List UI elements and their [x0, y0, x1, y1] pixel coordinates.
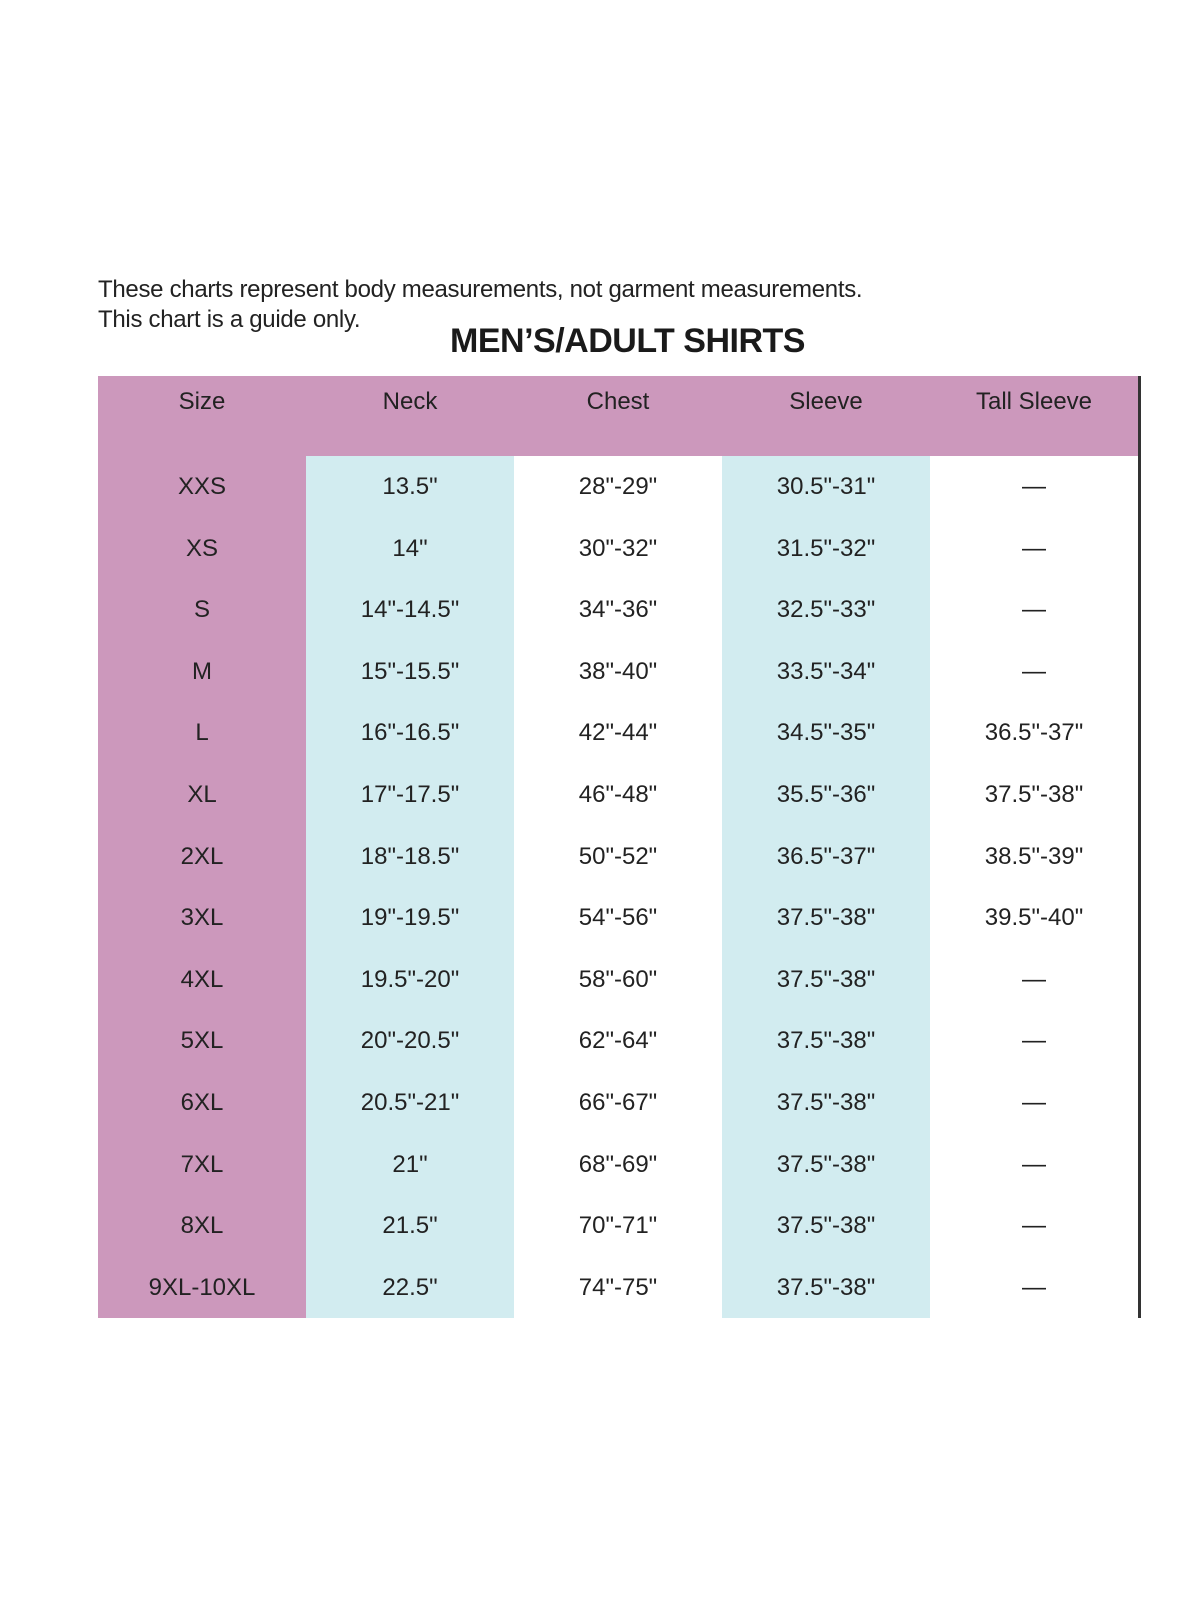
table-row: 2XL 18"-18.5" 50"-52" 36.5"-37" 38.5"-39" — [98, 825, 1138, 888]
cell-tall-sleeve: — — [930, 640, 1138, 703]
cell-neck: 17"-17.5" — [306, 763, 514, 826]
cell-neck: 19.5"-20" — [306, 948, 514, 1011]
cell-neck: 20"-20.5" — [306, 1010, 514, 1072]
cell-size: XS — [98, 517, 306, 580]
cell-tall-sleeve: — — [930, 456, 1138, 518]
cell-sleeve: 36.5"-37" — [722, 825, 930, 888]
disclaimer-line-2: This chart is a guide only. — [98, 306, 361, 333]
cell-neck: 14" — [306, 517, 514, 580]
cell-sleeve: 37.5"-38" — [722, 948, 930, 1011]
cell-size: 2XL — [98, 825, 306, 888]
table-row: 5XL 20"-20.5" 62"-64" 37.5"-38" — — [98, 1010, 1138, 1072]
cell-chest: 54"-56" — [514, 887, 722, 949]
cell-size: S — [98, 579, 306, 641]
cell-chest: 46"-48" — [514, 763, 722, 826]
chart-title: MEN’S/ADULT SHIRTS — [450, 322, 805, 360]
cell-tall-sleeve: — — [930, 1010, 1138, 1072]
cell-size: 9XL-10XL — [98, 1256, 306, 1319]
table-row: L 16"-16.5" 42"-44" 34.5"-35" 36.5"-37" — [98, 702, 1138, 764]
cell-neck: 21" — [306, 1133, 514, 1196]
cell-tall-sleeve: — — [930, 1256, 1138, 1319]
cell-chest: 70"-71" — [514, 1195, 722, 1257]
cell-tall-sleeve: — — [930, 579, 1138, 641]
disclaimer-line-1: These charts represent body measurements… — [98, 276, 863, 303]
table-row: M 15"-15.5" 38"-40" 33.5"-34" — — [98, 640, 1138, 703]
cell-sleeve: 31.5"-32" — [722, 517, 930, 580]
table-row: XS 14" 30"-32" 31.5"-32" — — [98, 517, 1138, 580]
table-row: 7XL 21" 68"-69" 37.5"-38" — — [98, 1133, 1138, 1196]
cell-sleeve: 33.5"-34" — [722, 640, 930, 703]
cell-tall-sleeve: — — [930, 1133, 1138, 1196]
cell-chest: 50"-52" — [514, 825, 722, 888]
cell-chest: 28"-29" — [514, 456, 722, 518]
cell-neck: 16"-16.5" — [306, 702, 514, 764]
cell-size: 6XL — [98, 1071, 306, 1134]
cell-neck: 22.5" — [306, 1256, 514, 1319]
cell-size: 8XL — [98, 1195, 306, 1257]
header-chest: Chest — [586, 388, 650, 415]
cell-sleeve: 37.5"-38" — [722, 1195, 930, 1257]
table-row: 4XL 19.5"-20" 58"-60" 37.5"-38" — — [98, 948, 1138, 1011]
cell-chest: 66"-67" — [514, 1071, 722, 1134]
cell-sleeve: 37.5"-38" — [722, 1010, 930, 1072]
cell-tall-sleeve: — — [930, 1195, 1138, 1257]
cell-tall-sleeve: 36.5"-37" — [930, 702, 1138, 764]
cell-neck: 14"-14.5" — [306, 579, 514, 641]
cell-size: 4XL — [98, 948, 306, 1011]
cell-sleeve: 37.5"-38" — [722, 1133, 930, 1196]
table-header: Size Neck Chest Sleeve Tall Sleeve — [98, 376, 1138, 456]
cell-chest: 62"-64" — [514, 1010, 722, 1072]
cell-neck: 13.5" — [306, 456, 514, 518]
table-row: 9XL-10XL 22.5" 74"-75" 37.5"-38" — — [98, 1256, 1138, 1319]
cell-size: 3XL — [98, 887, 306, 949]
size-chart-table: Size Neck Chest Sleeve Tall Sleeve XXS 13… — [98, 376, 1141, 1319]
table-row: XXS 13.5" 28"-29" 30.5"-31" — — [98, 456, 1138, 518]
cell-chest: 30"-32" — [514, 517, 722, 580]
cell-size: 7XL — [98, 1133, 306, 1196]
cell-sleeve: 32.5"-33" — [722, 579, 930, 641]
cell-size: L — [98, 702, 306, 764]
cell-tall-sleeve: — — [930, 948, 1138, 1011]
header-sleeve: Sleeve — [789, 388, 863, 415]
cell-neck: 21.5" — [306, 1195, 514, 1257]
cell-chest: 68"-69" — [514, 1133, 722, 1196]
cell-sleeve: 35.5"-36" — [722, 763, 930, 826]
cell-tall-sleeve: 37.5"-38" — [930, 763, 1138, 826]
header-tall-sleeve: Tall Sleeve — [975, 388, 1093, 415]
cell-sleeve: 37.5"-38" — [722, 1256, 930, 1319]
cell-tall-sleeve: — — [930, 517, 1138, 580]
table-row: 8XL 21.5" 70"-71" 37.5"-38" — — [98, 1195, 1138, 1257]
cell-size: 5XL — [98, 1010, 306, 1072]
cell-size: XXS — [98, 456, 306, 518]
cell-sleeve: 34.5"-35" — [722, 702, 930, 764]
table-body: XXS 13.5" 28"-29" 30.5"-31" — XS 14" 30"-32" 31.… — [98, 456, 1138, 1319]
cell-sleeve: 37.5"-38" — [722, 1071, 930, 1134]
cell-chest: 74"-75" — [514, 1256, 722, 1319]
header-size: Size — [178, 388, 226, 415]
cell-chest: 58"-60" — [514, 948, 722, 1011]
cell-tall-sleeve: 38.5"-39" — [930, 825, 1138, 888]
table-row: S 14"-14.5" 34"-36" 32.5"-33" — — [98, 579, 1138, 641]
table-row: 6XL 20.5"-21" 66"-67" 37.5"-38" — — [98, 1071, 1138, 1134]
cell-size: M — [98, 640, 306, 703]
cell-neck: 18"-18.5" — [306, 825, 514, 888]
cell-sleeve: 30.5"-31" — [722, 456, 930, 518]
cell-chest: 34"-36" — [514, 579, 722, 641]
table-row: 3XL 19"-19.5" 54"-56" 37.5"-38" 39.5"-40" — [98, 887, 1138, 949]
cell-size: XL — [98, 763, 306, 826]
cell-sleeve: 37.5"-38" — [722, 887, 930, 949]
header-neck: Neck — [382, 388, 438, 415]
cell-tall-sleeve: — — [930, 1071, 1138, 1134]
cell-chest: 42"-44" — [514, 702, 722, 764]
table-row: XL 17"-17.5" 46"-48" 35.5"-36" 37.5"-38" — [98, 763, 1138, 826]
cell-chest: 38"-40" — [514, 640, 722, 703]
cell-neck: 20.5"-21" — [306, 1071, 514, 1134]
cell-neck: 15"-15.5" — [306, 640, 514, 703]
cell-neck: 19"-19.5" — [306, 887, 514, 949]
cell-tall-sleeve: 39.5"-40" — [930, 887, 1138, 949]
